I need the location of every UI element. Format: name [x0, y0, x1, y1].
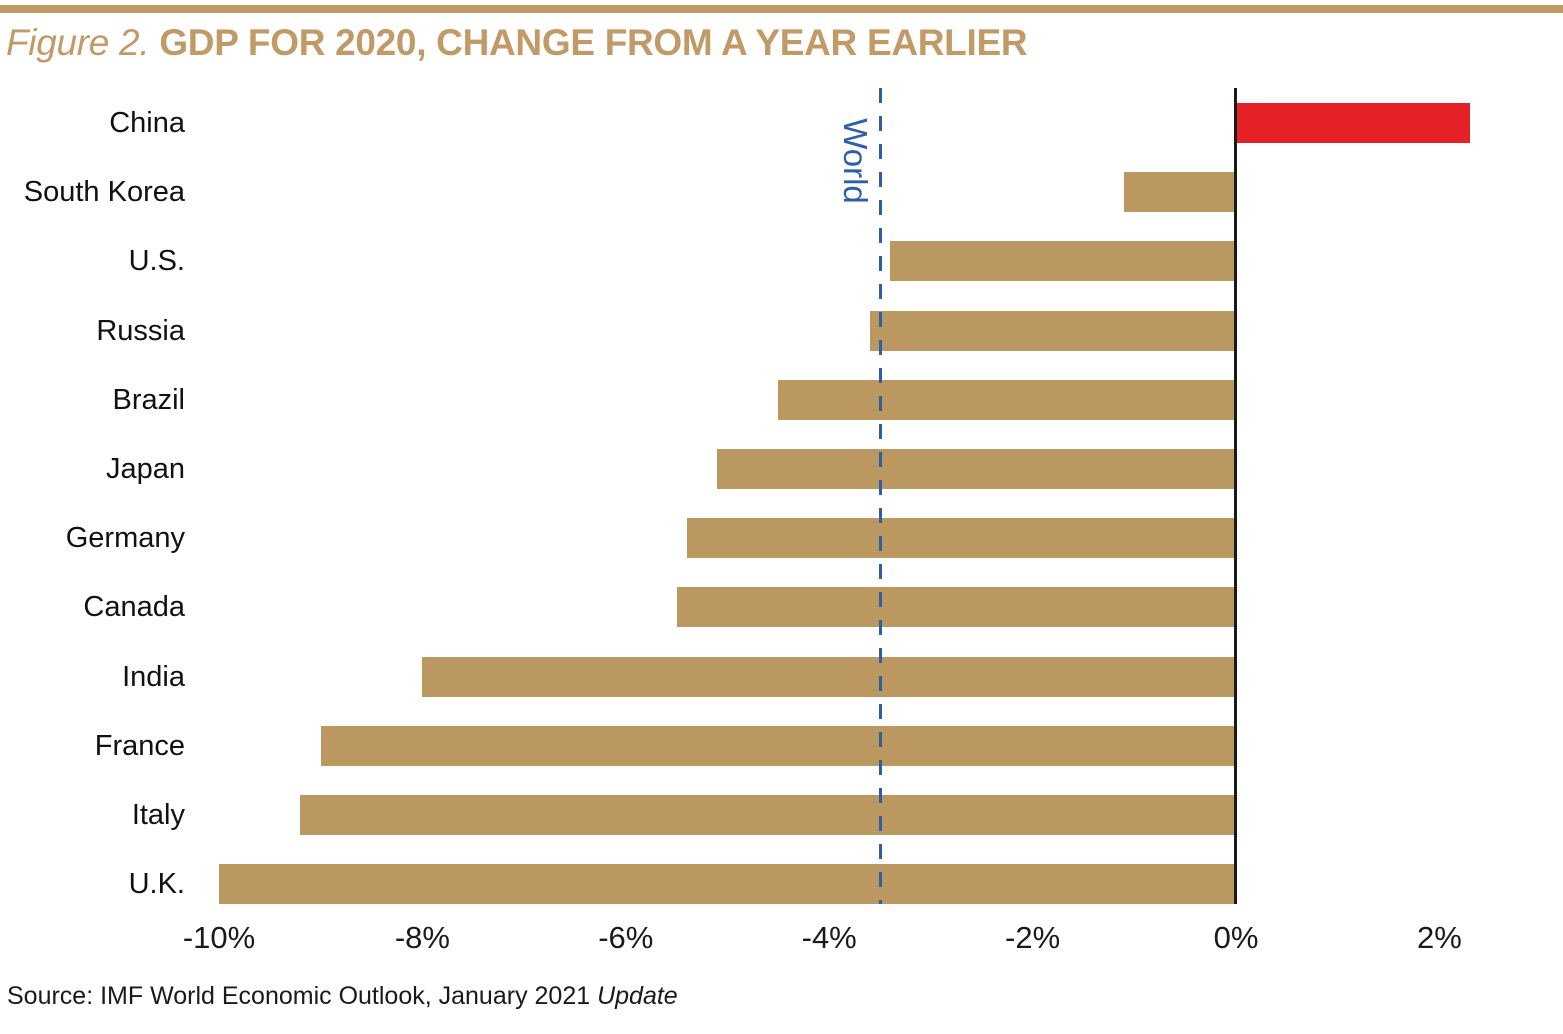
category-label-russia: Russia: [96, 314, 185, 347]
category-label-canada: Canada: [83, 591, 185, 624]
bar-u-s: [890, 241, 1236, 282]
figure-number-label: Figure 2.: [6, 22, 150, 63]
bar-south-korea: [1124, 172, 1236, 213]
bar-u-k: [219, 864, 1236, 905]
x-tick-label-4: -4%: [801, 920, 857, 955]
top-divider-rule: [0, 5, 1563, 13]
source-note: Source: IMF World Economic Outlook, Janu…: [7, 982, 678, 1011]
x-tick-label-2: 2%: [1416, 920, 1462, 955]
category-label-south-korea: South Korea: [23, 176, 185, 209]
bar-germany: [686, 518, 1236, 559]
category-label-u-k: U.K.: [128, 868, 185, 901]
category-label-u-s: U.S.: [128, 245, 185, 278]
category-label-germany: Germany: [65, 522, 185, 555]
bar-france: [320, 725, 1236, 766]
bar-russia: [869, 310, 1236, 351]
category-label-brazil: Brazil: [112, 383, 185, 416]
bar-china: [1237, 103, 1470, 143]
bar-canada: [676, 587, 1236, 628]
figure-title: Figure 2. GDP FOR 2020, CHANGE FROM A YEA…: [6, 22, 1028, 65]
x-tick-label-0: 0%: [1213, 920, 1259, 955]
bar-italy: [300, 795, 1236, 835]
source-update-text: Update: [597, 982, 678, 1010]
world-reference-dashed-line: [878, 88, 882, 904]
x-tick-label-8: -8%: [394, 920, 450, 955]
category-label-italy: Italy: [131, 799, 185, 831]
figure-title-text: GDP FOR 2020, CHANGE FROM A YEAR EARLIER: [159, 22, 1028, 63]
bar-brazil: [778, 379, 1236, 420]
source-text: Source: IMF World Economic Outlook, Janu…: [7, 982, 598, 1010]
bar-india: [422, 656, 1236, 697]
x-tick-label-2: -2%: [1005, 920, 1061, 955]
category-label-japan: Japan: [105, 453, 185, 485]
x-tick-label-10: -10%: [182, 920, 256, 955]
category-label-china: China: [109, 107, 185, 139]
zero-axis-line: [1234, 88, 1237, 904]
x-tick-label-6: -6%: [598, 920, 654, 955]
bar-japan: [717, 449, 1236, 489]
category-label-india: India: [122, 660, 185, 693]
world-reference-label: World: [837, 118, 874, 204]
category-label-france: France: [94, 729, 185, 762]
